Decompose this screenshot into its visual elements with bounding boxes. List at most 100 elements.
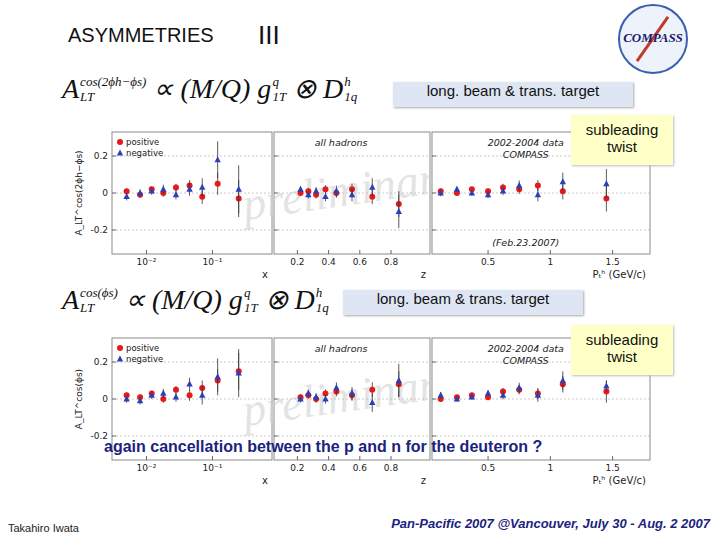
y-tick [432, 399, 436, 400]
x-tick-label: 0.2 [290, 463, 304, 473]
grid-line [112, 435, 272, 436]
legend-label: negative [126, 148, 163, 158]
annotation: (Feb.23.2007) [492, 237, 559, 248]
y-axis-label: A_LT^cos(ϕs) [74, 369, 84, 429]
point [369, 184, 375, 190]
formula-sup: cos(ϕs) [80, 285, 118, 300]
note: again cancellation between the p and n f… [104, 438, 542, 456]
venue: Pan-Pacific 2007 @Vancouver, July 30 - A… [391, 516, 710, 531]
x-tick-label: 1.5 [605, 463, 619, 473]
formula-sup: q [244, 285, 258, 300]
point [603, 382, 609, 388]
point [186, 186, 192, 192]
plot-area [438, 371, 610, 402]
formula-sub: LT [80, 300, 118, 315]
y-tick [112, 399, 116, 400]
point [173, 184, 179, 190]
x-tick-label: 0.8 [384, 257, 399, 267]
y-tick-label: 0 [102, 394, 108, 404]
point [603, 180, 609, 186]
x-tick-label: 0.4 [321, 257, 336, 267]
point [349, 191, 355, 197]
x-tick [328, 456, 329, 460]
formula-scripts: h1q [316, 285, 329, 315]
logo-text: COMPASS [616, 30, 690, 46]
point [199, 392, 205, 398]
x-tick-label: 0.6 [353, 463, 368, 473]
formula-base: A [62, 73, 79, 105]
point [322, 186, 328, 192]
x-tick [146, 250, 147, 254]
grid-line [432, 435, 650, 436]
author: Takahiro Iwata [8, 522, 79, 534]
slide-title: ASYMMETRIES [68, 24, 214, 47]
annotation: 2002-2004 data [488, 137, 564, 148]
x-tick-label: 0.5 [481, 463, 495, 473]
x-tick [359, 250, 360, 254]
grid-line [112, 229, 272, 230]
x-tick [550, 456, 551, 460]
point [500, 188, 506, 194]
x-tick [391, 250, 392, 254]
formula-sup: cos(2ϕh−ϕs) [80, 74, 146, 89]
point [516, 182, 522, 188]
x-tick [550, 250, 551, 254]
x-axis-label: Pₜʰ (GeV/c) [592, 269, 646, 280]
x-axis-label: z [421, 475, 426, 486]
point [535, 191, 541, 197]
watermark: preliminary [236, 149, 460, 230]
point [396, 377, 402, 383]
x-tick-label: 0.8 [384, 463, 399, 473]
point [322, 395, 328, 401]
x-tick [212, 250, 213, 254]
y-tick [274, 435, 278, 436]
formula: Acos(2ϕh−ϕs)LT ∝ (M/Q) gq1T ⊗ Dh1q [62, 72, 357, 105]
x-tick [612, 250, 613, 254]
x-tick [146, 456, 147, 460]
y-tick [112, 435, 116, 436]
y-tick [274, 229, 278, 230]
slide: -0.200.210⁻²10⁻¹xA_LT^cos(2ϕh−ϕs)positiv… [0, 0, 720, 540]
x-tick [359, 456, 360, 460]
point [199, 184, 205, 190]
x-tick [391, 456, 392, 460]
y-tick-label: 0 [102, 188, 108, 198]
annotation: COMPASS [503, 355, 549, 366]
point [173, 394, 179, 400]
point [333, 384, 339, 390]
point [123, 193, 129, 199]
y-tick [432, 156, 436, 157]
point [297, 395, 303, 401]
formula-scripts: cos(ϕs)LT [80, 285, 118, 315]
point [214, 373, 220, 379]
formula-scripts: h1q [344, 74, 357, 104]
x-tick-label: 10⁻¹ [203, 463, 223, 473]
x-tick [212, 456, 213, 460]
formula-sup: q [272, 74, 286, 89]
x-tick-label: 10⁻² [137, 463, 157, 473]
formula-base: ∝ (M/Q) g [146, 72, 271, 105]
y-tick-label: -0.2 [90, 225, 108, 235]
formula-base: A [62, 284, 79, 316]
y-tick [112, 156, 116, 157]
formula-sub: 1q [316, 300, 329, 315]
annotation: COMPASS [503, 149, 549, 160]
point [187, 392, 193, 398]
point [438, 392, 444, 398]
x-tick-label: 0.6 [353, 257, 368, 267]
point [516, 384, 522, 390]
y-tick-label: 0.2 [94, 357, 108, 367]
plot-area [123, 349, 241, 404]
formula-sub: 1T [244, 300, 258, 315]
plot-area [297, 364, 402, 412]
formula-base: ⊗ D [286, 72, 343, 105]
point [186, 381, 192, 387]
grid-line [274, 362, 430, 363]
beam-box: long. beam & trans. target [393, 82, 633, 107]
point [149, 392, 155, 398]
x-tick [488, 250, 489, 254]
formula-scripts: q1T [272, 74, 286, 104]
slide-title-numeral: III [258, 20, 280, 51]
legend-marker [117, 355, 123, 361]
formula-scripts: q1T [244, 285, 258, 315]
